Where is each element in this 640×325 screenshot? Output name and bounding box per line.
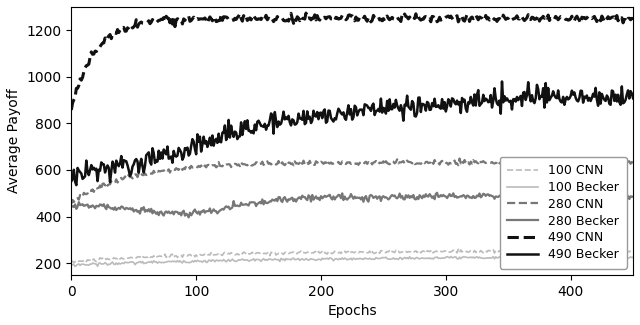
100 CNN — [448, 249, 456, 253]
280 CNN — [629, 161, 637, 165]
100 CNN — [95, 258, 102, 262]
280 CNN — [540, 162, 547, 165]
Line: 490 CNN: 490 CNN — [71, 13, 633, 110]
280 Becker — [301, 195, 308, 199]
490 Becker — [374, 107, 382, 111]
Line: 100 CNN: 100 CNN — [71, 249, 633, 263]
280 Becker — [541, 196, 548, 200]
100 CNN — [151, 256, 159, 260]
490 CNN — [93, 47, 101, 51]
Line: 100 Becker: 100 Becker — [71, 256, 633, 266]
100 Becker — [151, 260, 159, 264]
100 CNN — [301, 251, 308, 255]
280 CNN — [447, 162, 454, 165]
280 Becker — [93, 204, 101, 208]
Line: 280 CNN: 280 CNN — [71, 159, 633, 204]
100 Becker — [553, 254, 561, 258]
490 Becker — [498, 80, 506, 84]
100 CNN — [70, 261, 77, 265]
490 Becker — [67, 179, 75, 183]
280 Becker — [150, 209, 157, 213]
Legend: 100 CNN, 100 Becker, 280 CNN, 280 Becker, 490 CNN, 490 Becker: 100 CNN, 100 Becker, 280 CNN, 280 Becker… — [500, 157, 627, 268]
280 CNN — [67, 202, 75, 206]
100 Becker — [448, 256, 456, 260]
Line: 490 Becker: 490 Becker — [71, 82, 633, 185]
490 Becker — [541, 106, 548, 110]
100 Becker — [71, 265, 79, 268]
490 CNN — [300, 17, 307, 20]
Line: 280 Becker: 280 Becker — [71, 192, 633, 217]
490 CNN — [629, 17, 637, 21]
490 CNN — [302, 11, 310, 15]
100 CNN — [611, 247, 618, 251]
100 Becker — [67, 262, 75, 266]
100 CNN — [629, 250, 637, 254]
100 CNN — [540, 250, 547, 254]
100 CNN — [374, 249, 382, 253]
280 CNN — [150, 169, 157, 173]
100 Becker — [301, 258, 308, 262]
280 Becker — [536, 190, 543, 194]
280 Becker — [374, 195, 382, 199]
490 Becker — [448, 97, 456, 100]
280 Becker — [185, 215, 193, 219]
X-axis label: Epochs: Epochs — [328, 304, 377, 318]
280 CNN — [456, 157, 463, 161]
490 CNN — [67, 108, 75, 112]
490 CNN — [448, 16, 456, 20]
100 Becker — [374, 257, 382, 261]
280 Becker — [448, 194, 456, 198]
100 Becker — [540, 256, 547, 260]
490 CNN — [150, 20, 157, 23]
490 CNN — [374, 15, 382, 19]
100 Becker — [95, 261, 102, 265]
100 Becker — [629, 255, 637, 259]
280 CNN — [373, 161, 381, 165]
490 Becker — [95, 168, 102, 172]
490 Becker — [151, 161, 159, 165]
490 Becker — [629, 96, 637, 100]
280 CNN — [93, 186, 101, 190]
280 Becker — [67, 205, 75, 209]
Y-axis label: Average Payoff: Average Payoff — [7, 88, 21, 193]
490 Becker — [301, 122, 308, 126]
100 CNN — [67, 259, 75, 263]
490 Becker — [72, 183, 80, 187]
280 Becker — [629, 195, 637, 199]
490 CNN — [540, 14, 547, 18]
280 CNN — [300, 159, 307, 162]
